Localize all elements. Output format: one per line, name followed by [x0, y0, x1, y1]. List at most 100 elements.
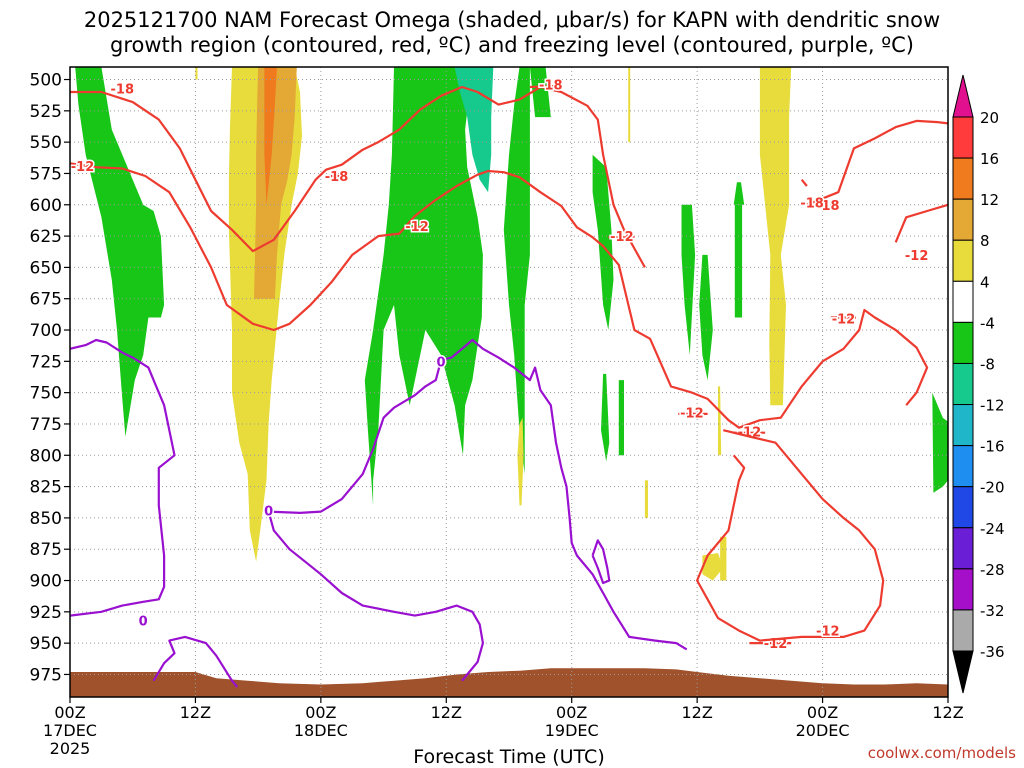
y-tick-label: 950 — [30, 634, 62, 654]
y-tick-label: 975 — [30, 665, 62, 685]
omega-region-6 — [699, 254, 713, 381]
omega-region-13 — [454, 67, 494, 193]
temperature-contour-label: -12 — [680, 407, 704, 422]
x-tick-label: 12Z — [681, 703, 712, 722]
colorbar-label: -24 — [980, 520, 1005, 538]
colorbar-swatch — [952, 362, 974, 406]
colorbar-swatch — [952, 280, 974, 323]
omega-region-7 — [601, 373, 610, 462]
colorbar-label: -16 — [980, 438, 1005, 456]
colorbar-label: -12 — [980, 397, 1005, 415]
colorbar-label: -28 — [980, 561, 1005, 579]
colorbar-swatch — [952, 445, 974, 488]
omega-region-10 — [733, 182, 745, 205]
colorbar-label: 20 — [980, 109, 999, 127]
omega-region-20 — [644, 480, 648, 518]
temperature-contour-label: -12 — [610, 230, 634, 245]
freezing-contour-label: 0 — [264, 504, 273, 519]
omega-region-9 — [734, 204, 743, 318]
freezing-contour-label: 0 — [139, 615, 148, 630]
omega-region-17 — [628, 67, 631, 143]
colorbar-label: -8 — [980, 355, 995, 373]
colorbar-swatch — [952, 157, 974, 200]
temperature-contour-line-3 — [70, 162, 929, 429]
temperature-contour-label: -12 — [71, 160, 95, 175]
omega-region-22 — [702, 553, 724, 581]
colorbar-label: 8 — [980, 232, 990, 250]
temperature-contour-line-11 — [800, 178, 808, 187]
colorbar-top-arrow — [952, 74, 974, 118]
omega-region-21 — [720, 536, 727, 581]
temperature-contour-line-13 — [894, 203, 948, 243]
freezing-contour-label: 0 — [437, 355, 446, 370]
colorbar-swatch — [952, 527, 974, 570]
y-tick-label: 800 — [30, 446, 62, 466]
temperature-contour-line-4 — [409, 225, 428, 229]
freezing-contour-line-3 — [267, 511, 484, 682]
colorbar-swatch — [952, 486, 974, 529]
x-tick-label: 00Z — [807, 703, 838, 722]
y-tick-label: 750 — [30, 384, 62, 404]
x-tick-date: 18DEC — [294, 721, 348, 740]
chart-title-line2: growth region (contoured, red, ºC) and f… — [110, 33, 914, 57]
temperature-contour-label: -18 — [111, 82, 135, 97]
temperature-contour-line-2 — [529, 84, 562, 89]
omega-region-25 — [264, 67, 277, 205]
x-tick-label: 00Z — [556, 703, 587, 722]
y-tick-label: 525 — [30, 102, 62, 122]
y-tick-label: 650 — [30, 258, 62, 278]
colorbar-label: -4 — [980, 314, 995, 332]
omega-region-4 — [592, 154, 614, 330]
y-tick-label: 600 — [30, 196, 62, 216]
temperature-contour-label: -18 — [539, 79, 563, 94]
omega-region-8 — [618, 380, 624, 456]
colorbar-label: 12 — [980, 191, 999, 209]
colorbar-swatch — [952, 609, 974, 652]
x-tick-date: 19DEC — [545, 721, 599, 740]
omega-region-0 — [75, 67, 165, 437]
omega-region-3 — [529, 67, 551, 118]
colorbar-swatch — [952, 404, 974, 447]
colorbar-label: -20 — [980, 479, 1005, 497]
colorbar-swatch — [952, 198, 974, 241]
temperature-contour-line-10 — [806, 119, 948, 206]
y-tick-label: 700 — [30, 321, 62, 341]
x-tick-year: 2025 — [50, 739, 91, 758]
freezing-contour-line-4 — [591, 539, 611, 585]
temperature-contour-line-0 — [70, 85, 646, 268]
temperature-contour-label: -18 — [325, 170, 349, 185]
x-tick-label: 12Z — [932, 703, 963, 722]
omega-region-19 — [517, 417, 524, 506]
temperature-contour-label: -18 — [816, 199, 840, 214]
omega-region-1 — [364, 67, 483, 506]
omega-region-2 — [503, 67, 530, 475]
temperature-contour-label: -12 — [832, 313, 856, 328]
omega-region-5 — [681, 204, 696, 356]
temperature-contour-label: -12 — [405, 220, 429, 235]
temperature-contour-label: -12 — [816, 625, 840, 640]
temperature-contour-line-12 — [695, 429, 885, 642]
colorbar-bottom-arrow — [952, 650, 974, 694]
y-tick-label: 825 — [30, 478, 62, 498]
x-tick-date: 17DEC — [43, 721, 97, 740]
colorbar-label: 16 — [980, 150, 999, 168]
chart-title-line1: 2025121700 NAM Forecast Omega (shaded, μ… — [83, 8, 941, 32]
colorbar-label: -36 — [980, 643, 1005, 661]
x-tick-date: 20DEC — [796, 721, 850, 740]
credit-link[interactable]: coolwx.com/models — [867, 744, 1016, 762]
colorbar-swatch — [952, 116, 974, 159]
y-tick-label: 625 — [30, 227, 62, 247]
y-tick-label: 675 — [30, 290, 62, 310]
y-tick-label: 500 — [30, 71, 62, 91]
y-tick-label: 775 — [30, 415, 62, 435]
freezing-contour-line-1 — [152, 635, 239, 688]
colorbar-label: -32 — [980, 602, 1005, 620]
x-tick-label: 00Z — [54, 703, 85, 722]
temperature-contour-label: -12 — [905, 249, 929, 264]
colorbar-swatch — [952, 239, 974, 282]
colorbar-swatch — [952, 321, 974, 364]
y-tick-label: 925 — [30, 603, 62, 623]
omega-region-18 — [718, 386, 722, 456]
y-tick-label: 875 — [30, 540, 62, 560]
